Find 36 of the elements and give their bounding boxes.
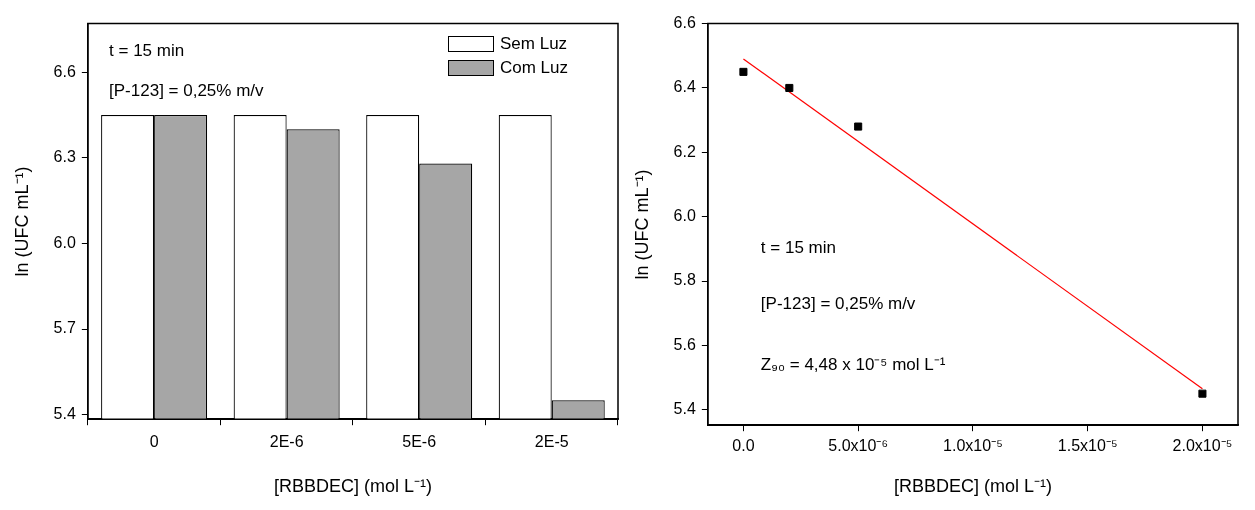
- annotation: Z₉₀ = 4,48 x 10⁻⁵ mol L⁻¹: [760, 354, 946, 374]
- y-tick-label: 5.6: [673, 335, 696, 353]
- y-tick-label: 6.0: [53, 233, 76, 251]
- point: [785, 83, 794, 92]
- x-axis-title: [RBBDEC] (mol L⁻¹): [273, 476, 432, 497]
- x-tick-label: 5.0x10⁻⁶: [828, 437, 888, 455]
- text: Sem Luz: [500, 33, 568, 54]
- annotation: [P-123] = 0,25% m/v: [109, 80, 265, 100]
- point: [854, 122, 863, 131]
- y-tick-label: 6.6: [673, 14, 696, 32]
- point: [1198, 389, 1207, 398]
- x-tick-label: 2E-6: [269, 433, 304, 451]
- annotation: t = 15 min: [109, 40, 185, 60]
- x-tick-label: 5E-6: [402, 433, 437, 451]
- y-tick-label: 6.6: [53, 62, 76, 80]
- x-axis-title: [RBBDEC] (mol L⁻¹): [893, 476, 1052, 497]
- y-tick-label: 6.2: [673, 142, 696, 160]
- annotation: t = 15 min: [760, 238, 836, 258]
- y-axis-title: ln (UFC mL⁻¹): [11, 166, 32, 277]
- y-axis-title: ln (UFC mL⁻¹): [631, 169, 652, 280]
- y-tick-label: 5.4: [53, 405, 76, 423]
- x-tick-label: 0: [149, 433, 159, 451]
- x-tick-label: 1.5x10⁻⁵: [1057, 437, 1118, 455]
- y-tick-label: 6.0: [673, 207, 696, 225]
- x-tick-label: 1.0x10⁻⁵: [943, 437, 1003, 455]
- y-tick-label: 5.4: [673, 400, 696, 418]
- point: [739, 67, 748, 76]
- y-tick-label: 5.7: [53, 319, 76, 337]
- annotation: [P-123] = 0,25% m/v: [760, 294, 916, 314]
- legend-label: Com Luz: [500, 57, 569, 78]
- x-tick-label: 0.0: [732, 437, 755, 455]
- y-tick-label: 6.3: [53, 148, 76, 166]
- y-tick-label: 5.8: [673, 271, 696, 289]
- x-tick-label: 2.0x10⁻⁵: [1172, 437, 1233, 455]
- x-tick-label: 2E-5: [534, 433, 569, 451]
- y-tick-label: 6.4: [673, 78, 696, 96]
